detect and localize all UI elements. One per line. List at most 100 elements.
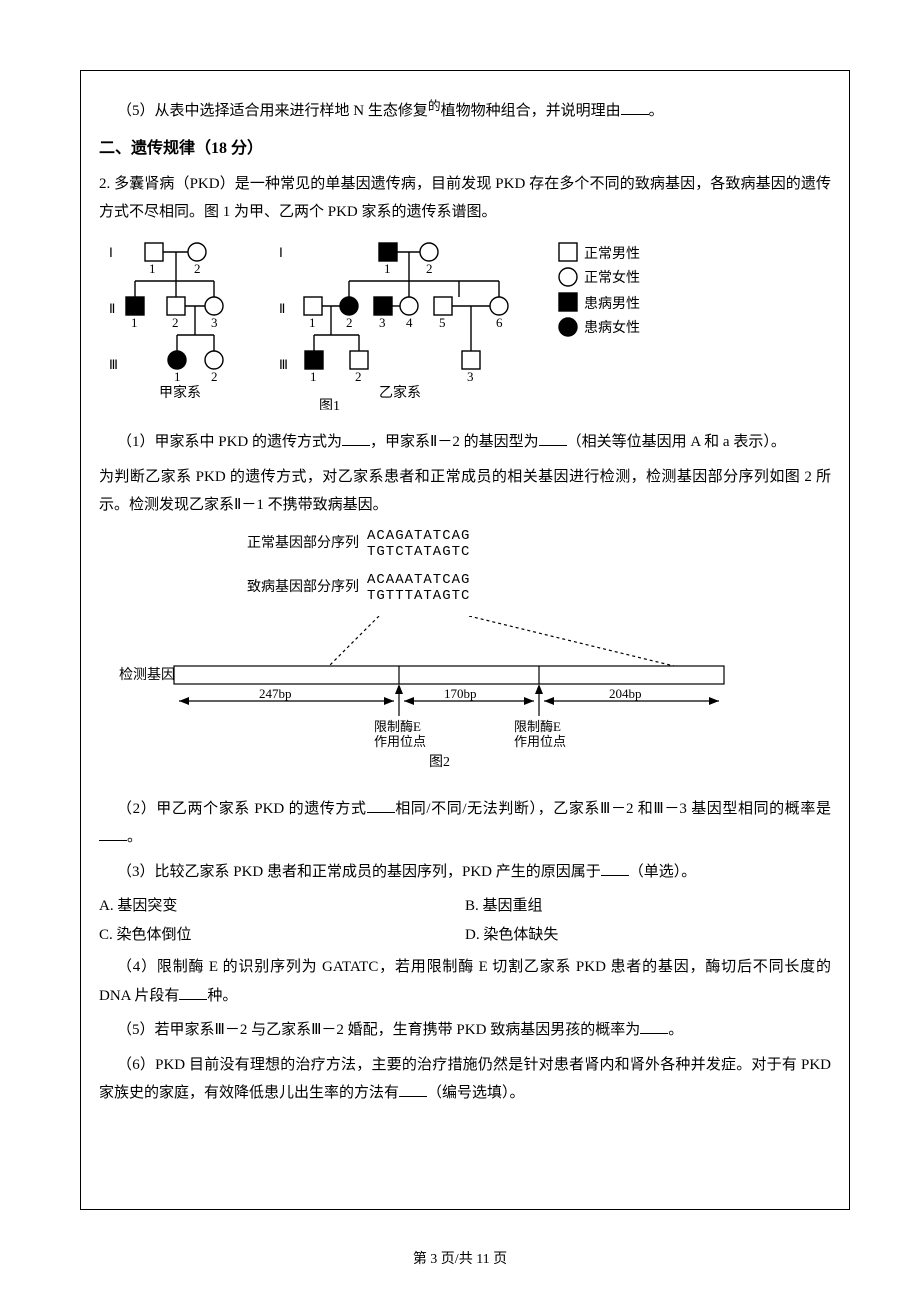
svg-text:2: 2 bbox=[346, 315, 353, 330]
p4: （4）限制酶 E 的识别序列为 GATATC，若用限制酶 E 切割乙家系 PKD… bbox=[99, 953, 831, 1010]
q5-suffix: 植物物种组合，并说明理由 bbox=[441, 103, 621, 119]
svg-text:5: 5 bbox=[439, 315, 446, 330]
legend-aff-male-icon bbox=[559, 293, 577, 311]
legend-normal-female-icon bbox=[559, 268, 577, 286]
a-I-1 bbox=[145, 243, 163, 261]
a-I-2-num: 2 bbox=[194, 261, 201, 276]
enzyme-r2: 作用位点 bbox=[514, 734, 566, 749]
legend-normal-male: 正常男性 bbox=[584, 246, 640, 262]
normal-seq-label: 正常基因部分序列 bbox=[209, 531, 359, 558]
p2-blank1 bbox=[367, 798, 395, 813]
b-II-1 bbox=[304, 297, 322, 315]
svg-text:2: 2 bbox=[211, 369, 218, 384]
gene-diagram-svg: 检测基因 247bp 170bp bbox=[119, 616, 739, 776]
option-C: C. 染色体倒位 bbox=[99, 921, 465, 950]
svg-text:4: 4 bbox=[406, 315, 413, 330]
enzyme-l1: 限制酶E bbox=[374, 719, 421, 734]
b-I-2 bbox=[420, 243, 438, 261]
svg-text:3: 3 bbox=[379, 315, 386, 330]
q5-end: 。 bbox=[649, 103, 664, 119]
svg-text:2: 2 bbox=[355, 369, 362, 384]
a-III-1 bbox=[168, 351, 186, 369]
len2: 170bp bbox=[444, 686, 477, 701]
b-III-1 bbox=[305, 351, 323, 369]
mut-seq-bot: TGTTTATAGTC bbox=[367, 588, 470, 604]
pedigree-svg: Ⅰ Ⅱ Ⅲ 1 2 1 2 bbox=[99, 235, 829, 410]
gen-I-b: Ⅰ bbox=[279, 245, 283, 260]
q2-intro: 2. 多囊肾病（PKD）是一种常见的单基因遗传病，目前发现 PKD 存在多个不同… bbox=[99, 170, 831, 227]
page-footer: 第 3 页/共 11 页 bbox=[0, 1247, 920, 1274]
legend-normal-male-icon bbox=[559, 243, 577, 261]
p6-blank bbox=[399, 1082, 427, 1097]
p5-blank bbox=[640, 1019, 668, 1034]
fig1-caption: 图1 bbox=[319, 399, 340, 410]
p1: （1）甲家系中 PKD 的遗传方式为，甲家系Ⅱ－2 的基因型为（相关等位基因用 … bbox=[99, 428, 831, 457]
a-III-2 bbox=[205, 351, 223, 369]
option-A: A. 基因突变 bbox=[99, 892, 465, 921]
b-II-3 bbox=[374, 297, 392, 315]
gene-label: 检测基因 bbox=[119, 666, 175, 683]
q5-prefix: （5）从表中选择适合用来进行样地 N 生态修复 bbox=[117, 103, 428, 119]
figure-1: Ⅰ Ⅱ Ⅲ 1 2 1 2 bbox=[99, 235, 831, 421]
a-II-1 bbox=[126, 297, 144, 315]
mut-seq-label: 致病基因部分序列 bbox=[209, 575, 359, 602]
svg-text:3: 3 bbox=[467, 369, 474, 384]
gen-II-b: Ⅱ bbox=[279, 301, 285, 316]
option-B: B. 基因重组 bbox=[465, 892, 831, 921]
q5-blank bbox=[621, 100, 649, 115]
legend-normal-female: 正常女性 bbox=[584, 269, 640, 286]
p3: （3）比较乙家系 PKD 患者和正常成员的基因序列，PKD 产生的原因属于（单选… bbox=[99, 858, 831, 887]
p4-blank bbox=[179, 985, 207, 1000]
legend-aff-male: 患病男性 bbox=[584, 296, 640, 312]
q5-sup: 的 bbox=[428, 99, 441, 113]
svg-text:1: 1 bbox=[310, 369, 317, 384]
normal-seq-bot: TGTCTATAGTC bbox=[367, 544, 470, 560]
figure-2: 正常基因部分序列 ACAGATATCAG TGTCTATAGTC 致病基因部分序… bbox=[99, 528, 831, 787]
mut-seq-top: ACAAATATCAG bbox=[367, 572, 470, 588]
svg-text:3: 3 bbox=[211, 315, 218, 330]
legend-aff-female-icon bbox=[559, 318, 577, 336]
gen-I-a: Ⅰ bbox=[109, 245, 113, 260]
gen-II-a: Ⅱ bbox=[109, 301, 115, 316]
svg-text:2: 2 bbox=[172, 315, 179, 330]
p2: （2）甲乙两个家系 PKD 的遗传方式相同/不同/无法判断），乙家系Ⅲ－2 和Ⅲ… bbox=[99, 795, 831, 852]
section-2-title: 二、遗传规律（18 分） bbox=[99, 134, 831, 164]
enzyme-l2: 作用位点 bbox=[374, 734, 426, 749]
b-II-2 bbox=[340, 297, 358, 315]
svg-text:2: 2 bbox=[426, 261, 433, 276]
enzyme-r1: 限制酶E bbox=[514, 719, 561, 734]
a-II-3 bbox=[205, 297, 223, 315]
p1-blank1 bbox=[342, 431, 370, 446]
p6: （6）PKD 目前没有理想的治疗方法，主要的治疗措施仍然是针对患者肾内和肾外各种… bbox=[99, 1051, 831, 1108]
b-III-3 bbox=[462, 351, 480, 369]
b-I-1 bbox=[379, 243, 397, 261]
svg-text:1: 1 bbox=[174, 369, 181, 384]
len3: 204bp bbox=[609, 686, 642, 701]
svg-text:6: 6 bbox=[496, 315, 503, 330]
svg-text:1: 1 bbox=[131, 315, 138, 330]
legend-aff-female: 患病女性 bbox=[584, 319, 640, 336]
p3-blank bbox=[601, 861, 629, 876]
family-b-label: 乙家系 bbox=[379, 384, 421, 401]
p3-options: A. 基因突变 B. 基因重组 C. 染色体倒位 D. 染色体缺失 bbox=[99, 892, 831, 949]
b-III-2 bbox=[350, 351, 368, 369]
family-a-label: 甲家系 bbox=[159, 384, 201, 401]
gen-III-a: Ⅲ bbox=[109, 357, 118, 372]
p1-blank2 bbox=[539, 431, 567, 446]
b-II-6 bbox=[490, 297, 508, 315]
normal-seq-top: ACAGATATCAG bbox=[367, 528, 470, 544]
p1b: 为判断乙家系 PKD 的遗传方式，对乙家系患者和正常成员的相关基因进行检测，检测… bbox=[99, 463, 831, 520]
a-II-2 bbox=[167, 297, 185, 315]
b-II-4 bbox=[400, 297, 418, 315]
p5: （5）若甲家系Ⅲ－2 与乙家系Ⅲ－2 婚配，生育携带 PKD 致病基因男孩的概率… bbox=[99, 1016, 831, 1045]
p2-blank2 bbox=[99, 826, 127, 841]
option-D: D. 染色体缺失 bbox=[465, 921, 831, 950]
gen-III-b: Ⅲ bbox=[279, 357, 288, 372]
q5-text: （5）从表中选择适合用来进行样地 N 生态修复的植物物种组合，并说明理由 。 bbox=[99, 97, 831, 126]
len1: 247bp bbox=[259, 686, 292, 701]
a-I-1-num: 1 bbox=[149, 261, 156, 276]
svg-text:1: 1 bbox=[384, 261, 391, 276]
a-I-2 bbox=[188, 243, 206, 261]
fig2-caption: 图2 bbox=[429, 755, 450, 770]
b-II-5 bbox=[434, 297, 452, 315]
